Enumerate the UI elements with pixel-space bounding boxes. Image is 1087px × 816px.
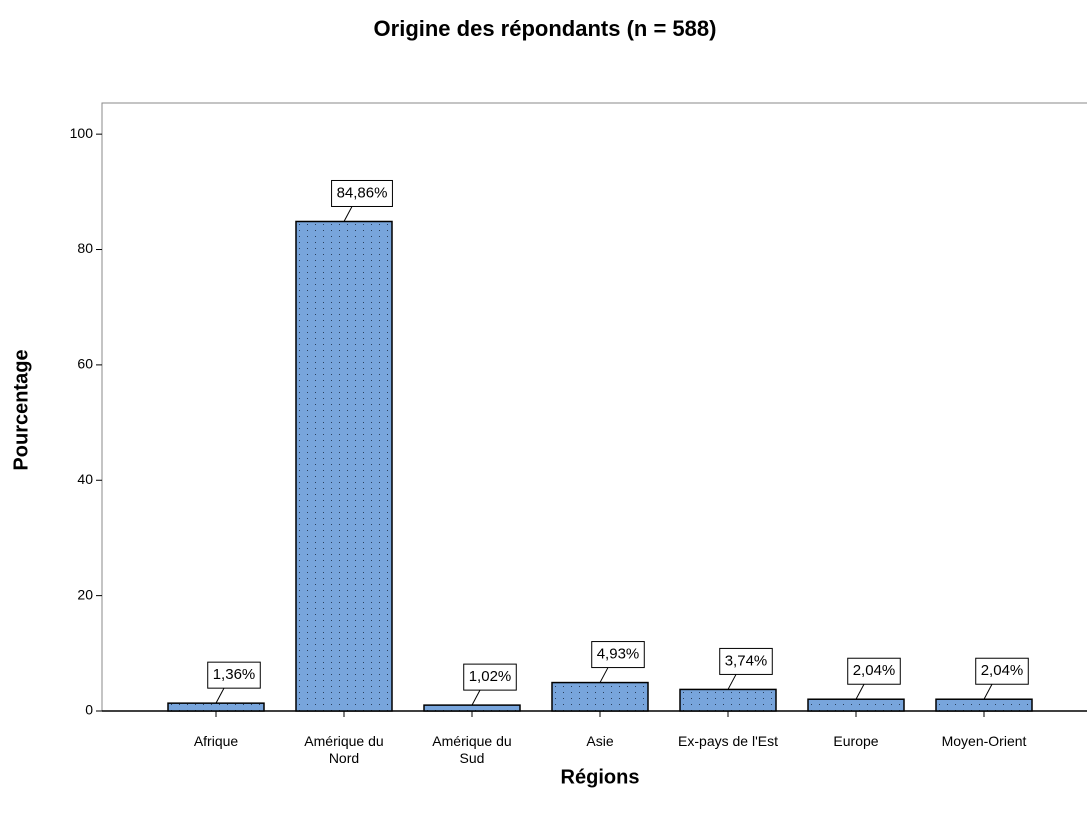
bar: [295, 220, 393, 712]
chart-title: Origine des répondants (n = 588): [374, 16, 717, 41]
y-tick-label: 40: [77, 471, 93, 487]
bar: [551, 681, 649, 712]
bar: [679, 688, 777, 712]
bar: [167, 702, 265, 712]
bar: [423, 704, 521, 712]
label-leader: [983, 683, 993, 700]
data-label-box: [719, 647, 773, 675]
x-tick-label: Amérique du Nord: [304, 733, 384, 766]
data-label-box: [463, 663, 517, 691]
data-label: 3,74%: [725, 652, 768, 669]
label-leader: [471, 689, 481, 706]
y-tick-label: 0: [85, 702, 93, 718]
x-tick-label: Asie: [586, 733, 614, 749]
y-tick-label: 60: [77, 356, 93, 372]
data-label: 84,86%: [337, 184, 388, 201]
data-label-box: [207, 661, 261, 689]
data-label-box: [847, 657, 901, 685]
y-axis-title: Pourcentage: [10, 349, 32, 470]
x-tick-label: Europe: [833, 733, 879, 749]
label-leader: [599, 667, 609, 683]
x-axis-title: Régions: [561, 766, 640, 788]
data-label-box: [591, 641, 645, 669]
data-label: 2,04%: [853, 662, 896, 679]
label-leader: [855, 683, 865, 700]
data-label-box: [975, 657, 1029, 685]
y-tick-label: 20: [77, 586, 93, 602]
data-label-box: [331, 179, 393, 207]
data-label: 2,04%: [981, 662, 1024, 679]
x-tick-label: Ex-pays de l'Est: [678, 733, 778, 749]
y-tick-label: 100: [70, 125, 94, 141]
bar: [935, 698, 1033, 712]
label-leader: [215, 687, 225, 704]
x-tick-label: Moyen-Orient: [941, 733, 1027, 749]
data-label: 4,93%: [597, 646, 640, 663]
x-tick-label: Amérique du Sud: [432, 733, 512, 766]
bar: [807, 698, 905, 712]
label-leader: [343, 206, 353, 222]
plot-frame: [101, 102, 1087, 712]
data-label: 1,36%: [213, 666, 256, 683]
x-tick-label: Afrique: [193, 733, 239, 749]
label-leader: [727, 674, 737, 690]
y-tick-label: 80: [77, 240, 93, 256]
data-label: 1,02%: [469, 668, 512, 685]
